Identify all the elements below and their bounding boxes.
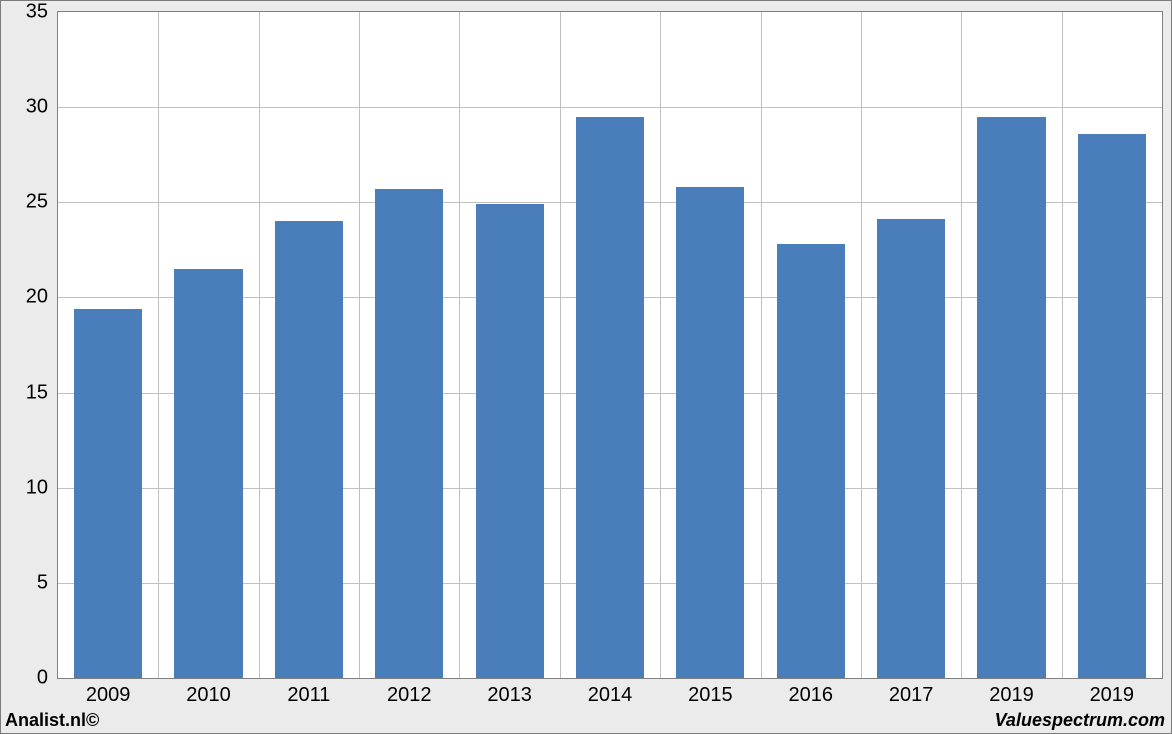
gridline-vertical bbox=[459, 12, 460, 678]
footer-left-text: Analist.nl© bbox=[5, 710, 99, 731]
x-tick-label: 2015 bbox=[688, 678, 733, 707]
gridline-vertical bbox=[259, 12, 260, 678]
plot-area: 0510152025303520092010201120122013201420… bbox=[58, 12, 1162, 678]
footer-right-text: Valuespectrum.com bbox=[995, 710, 1165, 731]
x-tick-label: 2011 bbox=[287, 678, 330, 707]
y-tick-label: 0 bbox=[37, 667, 58, 690]
x-tick-label: 2017 bbox=[889, 678, 934, 707]
bar bbox=[74, 309, 142, 678]
bar bbox=[476, 204, 544, 678]
gridline-vertical bbox=[660, 12, 661, 678]
x-tick-label: 2019 bbox=[1090, 678, 1135, 707]
x-tick-label: 2016 bbox=[788, 678, 833, 707]
x-tick-label: 2010 bbox=[186, 678, 231, 707]
bar bbox=[676, 187, 744, 678]
x-tick-label: 2009 bbox=[86, 678, 131, 707]
bar bbox=[576, 117, 644, 678]
x-tick-label: 2013 bbox=[487, 678, 532, 707]
chart-container: 0 5 10 15 20 25 30 35 2009 2010 2011 2012 2013 2014 20… bbox=[0, 0, 1172, 734]
bar bbox=[1078, 134, 1146, 678]
bar bbox=[375, 189, 443, 678]
bar bbox=[174, 269, 242, 678]
gridline-vertical bbox=[961, 12, 962, 678]
bar bbox=[877, 219, 945, 678]
gridline-vertical bbox=[560, 12, 561, 678]
y-tick-label: 10 bbox=[26, 476, 58, 499]
gridline-vertical bbox=[861, 12, 862, 678]
x-tick-label: 2012 bbox=[387, 678, 432, 707]
x-tick-label: 2014 bbox=[588, 678, 633, 707]
bar bbox=[977, 117, 1045, 678]
plot-frame: 0510152025303520092010201120122013201420… bbox=[57, 11, 1163, 679]
gridline-vertical bbox=[1062, 12, 1063, 678]
bar bbox=[275, 221, 343, 678]
y-tick-label: 15 bbox=[26, 381, 58, 404]
gridline-horizontal bbox=[58, 107, 1162, 108]
y-tick-label: 5 bbox=[37, 571, 58, 594]
gridline-vertical bbox=[158, 12, 159, 678]
x-tick-label: 2019 bbox=[989, 678, 1034, 707]
y-tick-label: 20 bbox=[26, 286, 58, 309]
y-tick-label: 30 bbox=[26, 96, 58, 119]
gridline-vertical bbox=[359, 12, 360, 678]
y-tick-label: 25 bbox=[26, 191, 58, 214]
gridline-vertical bbox=[761, 12, 762, 678]
bar bbox=[777, 244, 845, 678]
y-tick-label: 35 bbox=[26, 1, 58, 24]
